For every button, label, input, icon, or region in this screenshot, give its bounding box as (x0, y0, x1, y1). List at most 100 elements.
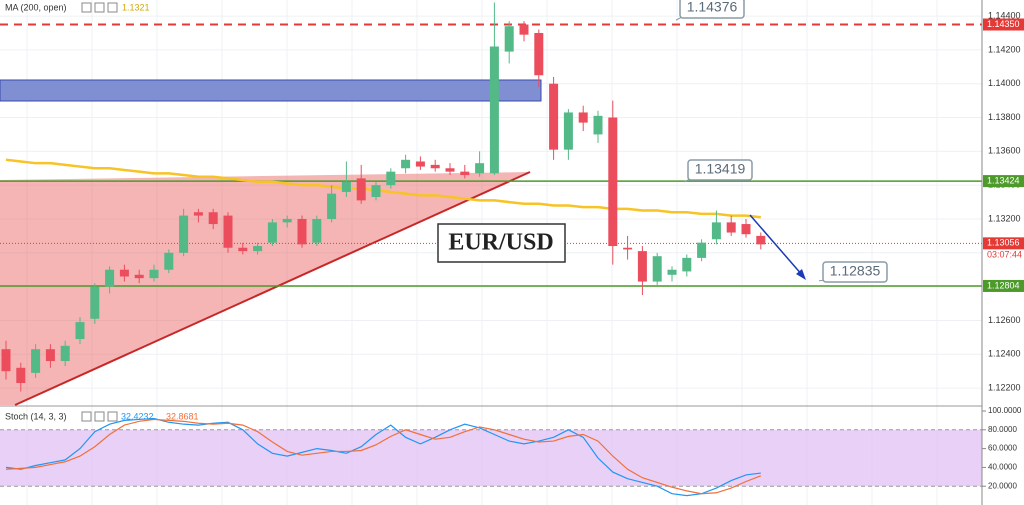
candle-body (31, 349, 41, 373)
candle-body (60, 345, 70, 362)
icon (81, 411, 92, 422)
callout-box (822, 261, 888, 283)
stoch-line (5, 417, 761, 497)
icon (94, 411, 105, 422)
y-tick-label: 1.12200 (988, 382, 1021, 392)
candle-body (534, 32, 544, 76)
y-tick-label: 1.12400 (988, 349, 1021, 359)
candle-body (578, 112, 588, 123)
candle-body (682, 257, 692, 272)
candle-body (741, 224, 751, 235)
y-tick-label: 80.0000 (988, 425, 1017, 434)
level-label: 1.12804 (987, 280, 1020, 290)
candle-body (238, 247, 248, 252)
axis-labels: 1.122001.124001.126001.128001.130001.132… (982, 10, 1024, 490)
callout-label: 1.12835 (830, 263, 881, 279)
trend-line (14, 171, 531, 406)
candle-body (460, 171, 470, 176)
candle-body (45, 349, 55, 362)
ma-line (5, 158, 761, 219)
y-tick-label: 100.0000 (988, 406, 1022, 415)
candle-body (608, 117, 618, 247)
candle-body (563, 112, 573, 150)
callout-label: 1.13419 (695, 161, 746, 177)
candle-body (312, 218, 322, 243)
candle-body (711, 222, 721, 240)
candle-body (401, 159, 411, 169)
candle-body (697, 242, 707, 258)
candle-body (549, 83, 559, 150)
last-price-tag (983, 237, 1024, 250)
icon (107, 2, 118, 13)
ma-value: 1.1321 (122, 2, 150, 12)
candle-body (415, 161, 425, 167)
icon (107, 411, 118, 422)
stoch-k-value: 32.4232 (121, 411, 154, 421)
candle-body (726, 222, 736, 233)
stoch-band (0, 429, 982, 487)
candle-body (371, 185, 381, 198)
candle-body (223, 215, 233, 248)
y-tick-label: 1.13600 (988, 146, 1021, 156)
candle-body (267, 222, 277, 243)
price-pane: 1.14376 1.13419 1.12835 (0, 0, 982, 392)
stoch-d-value: 32.8681 (166, 411, 199, 421)
y-tick-label: 1.13800 (988, 112, 1021, 122)
candle-body (282, 218, 292, 223)
y-tick-label: 1.14200 (988, 44, 1021, 54)
candle-body (297, 218, 307, 245)
legend: MA (200, open) 1.1321 Stoch (14, 3, 3) 3… (5, 2, 199, 422)
level-label: 1.13424 (987, 175, 1020, 185)
candle-body (327, 193, 337, 219)
candle-body (149, 269, 159, 279)
countdown: 03:07:44 (987, 250, 1022, 260)
level-label: 1.14350 (987, 19, 1020, 29)
candle-body (179, 215, 189, 253)
candle-body (16, 367, 26, 384)
last-price-label: 1.13056 (987, 238, 1020, 248)
candle-body (504, 26, 514, 52)
stoch-title: Stoch (14, 3, 3) (5, 411, 67, 421)
icon (81, 2, 92, 13)
icon (94, 2, 105, 13)
y-tick-label: 1.14400 (988, 10, 1021, 20)
candle-body (208, 212, 218, 225)
forecast-arrow (749, 214, 804, 277)
resistance-zone (0, 79, 542, 102)
y-tick-label: 40.0000 (988, 463, 1017, 472)
candle-body (637, 251, 647, 282)
candle-body (193, 212, 203, 216)
candle-body (90, 286, 100, 319)
candle-body (164, 252, 174, 270)
candle-body (1, 349, 11, 372)
stoch-pane (0, 417, 982, 497)
ma-name: MA (200, open) (5, 2, 67, 12)
level-tag (983, 279, 1024, 292)
y-tick-label: 20.0000 (988, 481, 1017, 490)
candle-body (623, 247, 633, 250)
y-tick-label: 1.14000 (988, 78, 1021, 88)
candle-body (253, 246, 263, 252)
candle-body (489, 46, 499, 174)
triangle-shade (0, 172, 530, 405)
candle-body (341, 181, 351, 192)
callout-label: 1.14376 (687, 0, 738, 15)
candle-body (105, 269, 115, 287)
candle-body (445, 168, 455, 172)
candle-body (356, 178, 366, 201)
candle-body (430, 164, 440, 169)
candle-body (119, 269, 129, 277)
y-tick-label: 1.13200 (988, 213, 1021, 223)
candle-body (386, 171, 396, 186)
callout-box (687, 159, 753, 181)
candle-body (652, 256, 662, 282)
candle-body (134, 274, 144, 279)
y-tick-label: 1.12600 (988, 315, 1021, 325)
level-tag (983, 175, 1024, 188)
y-tick-label: 60.0000 (988, 444, 1017, 453)
candle-body (593, 115, 603, 135)
level-tag (983, 18, 1024, 31)
arrow-head (796, 269, 806, 280)
candle-body (519, 24, 529, 35)
